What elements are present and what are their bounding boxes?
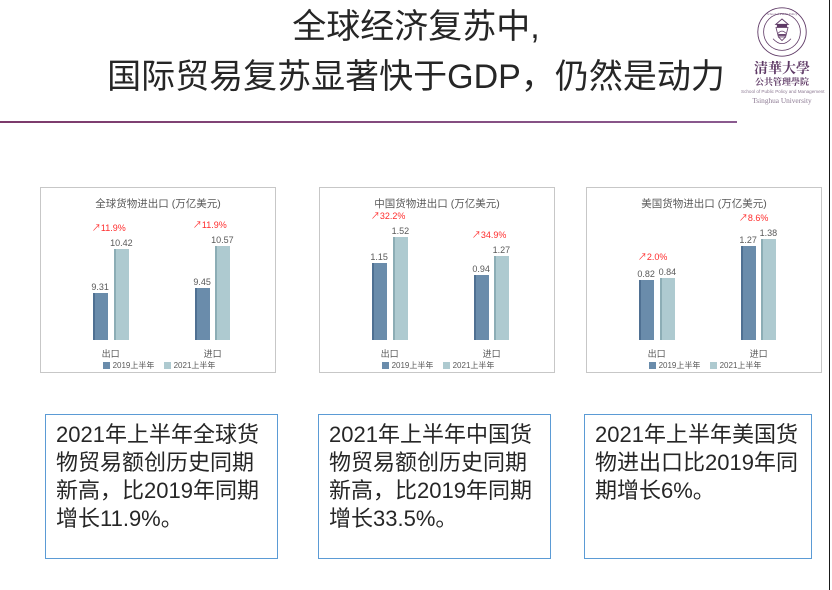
svg-text:School of Public Policy: School of Public Policy — [767, 12, 798, 16]
